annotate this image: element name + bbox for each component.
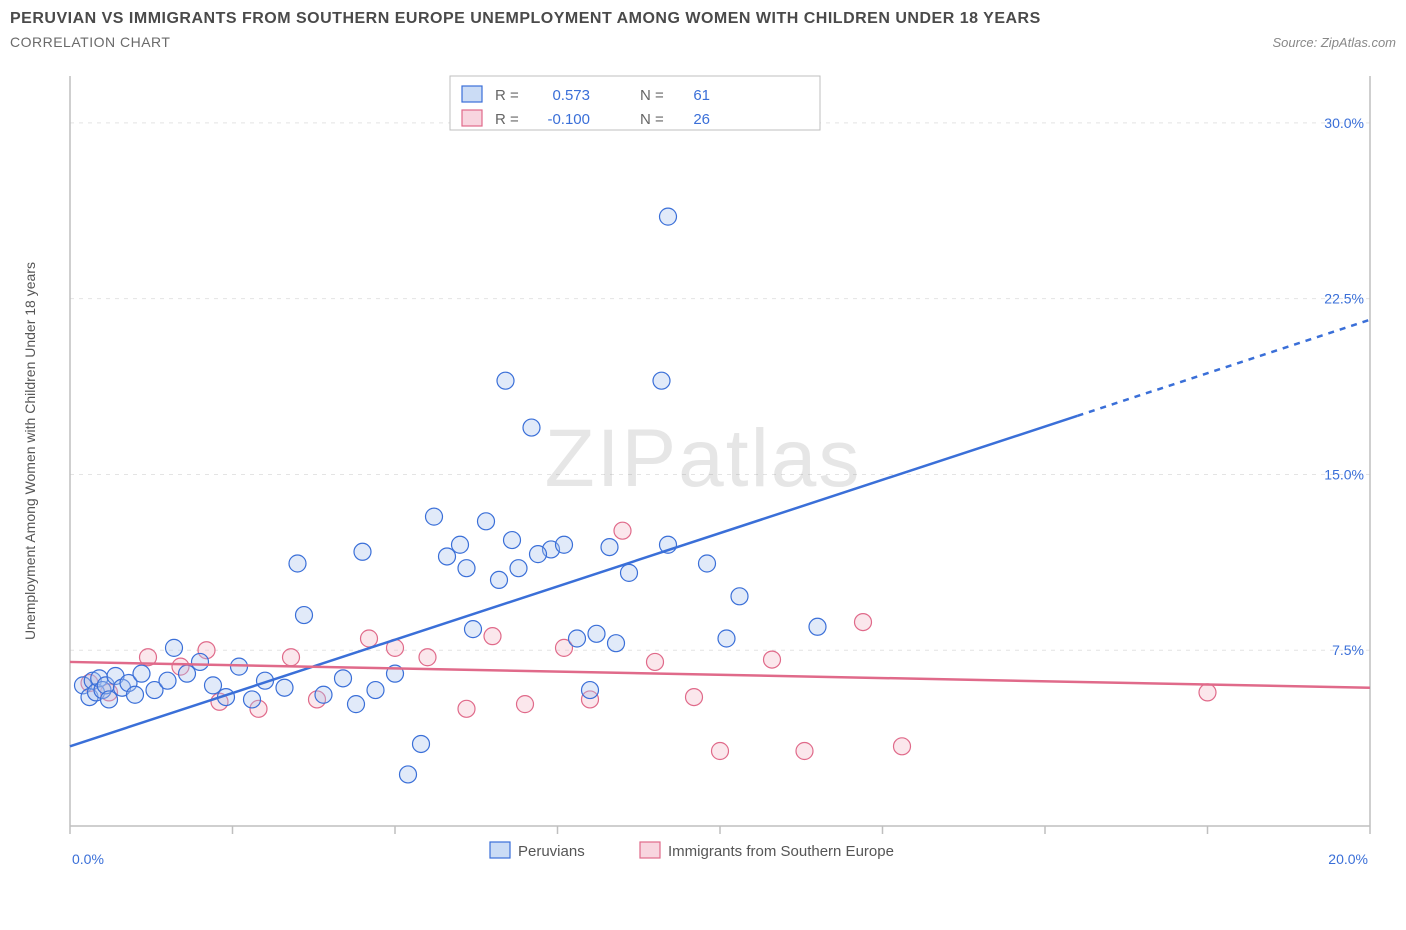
svg-text:15.0%: 15.0% [1324, 466, 1364, 482]
svg-text:N =: N = [640, 87, 664, 104]
svg-text:R =: R = [495, 111, 519, 128]
chart-source: Source: ZipAtlas.com [1272, 35, 1396, 50]
chart-title: PERUVIAN VS IMMIGRANTS FROM SOUTHERN EUR… [10, 10, 1396, 28]
correlation-scatter-chart: 7.5% 15.0% 22.5% 30.0% 0.0% 20.0% Unemployment… [10, 56, 1396, 896]
svg-text:-0.100: -0.100 [547, 111, 590, 128]
svg-text:N =: N = [640, 111, 664, 128]
svg-text:20.0%: 20.0% [1328, 851, 1368, 867]
svg-text:0.0%: 0.0% [72, 851, 104, 867]
svg-text:Immigrants from Southern Europ: Immigrants from Southern Europe [668, 843, 894, 860]
svg-text:30.0%: 30.0% [1324, 115, 1364, 131]
svg-text:22.5%: 22.5% [1324, 291, 1364, 307]
svg-text:61: 61 [693, 87, 710, 104]
svg-text:R =: R = [495, 87, 519, 104]
svg-text:Unemployment Among Women with: Unemployment Among Women with Children U… [22, 262, 38, 640]
svg-text:26: 26 [693, 111, 710, 128]
svg-text:0.573: 0.573 [552, 87, 590, 104]
svg-text:7.5%: 7.5% [1332, 642, 1364, 658]
chart-container: 7.5% 15.0% 22.5% 30.0% 0.0% 20.0% Unemployment… [10, 56, 1396, 896]
chart-subtitle: CORRELATION CHART [10, 34, 170, 50]
svg-text:Peruvians: Peruvians [518, 843, 585, 860]
